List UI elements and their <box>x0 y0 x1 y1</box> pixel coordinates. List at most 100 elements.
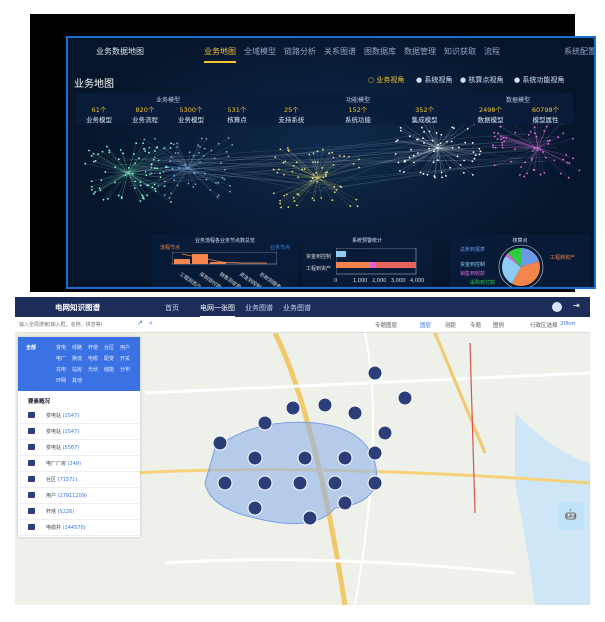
feature-item[interactable]: 变电站 (1547) <box>18 407 140 424</box>
logout-icon[interactable]: ⇥ <box>573 301 580 310</box>
category-chip[interactable]: 其他 <box>72 378 83 384</box>
map-marker[interactable] <box>397 390 413 406</box>
nav-tab[interactable]: 首页 <box>165 304 179 312</box>
axis-tick: 1,000 <box>353 278 368 284</box>
category-chip[interactable]: 台区 <box>104 345 115 351</box>
pie-slice <box>521 248 540 267</box>
feature-item[interactable]: 变电站 (1547) <box>18 423 140 440</box>
feature-count: (5226) <box>57 509 75 515</box>
toolbar-button[interactable]: 行政区选择 <box>530 323 558 329</box>
map-marker[interactable] <box>302 510 318 526</box>
map-marker[interactable] <box>337 450 353 466</box>
category-chip[interactable]: 电厂 <box>56 356 67 362</box>
axis-tick: 2,000 <box>372 278 387 284</box>
category-chip[interactable]: 用户 <box>120 345 131 351</box>
category-chip[interactable]: 配变 <box>104 356 115 362</box>
category-chip[interactable]: 环网 <box>56 378 67 384</box>
feature-item[interactable]: 用户 (27911209) <box>18 487 140 504</box>
feature-item[interactable]: 电厂厂房 (249) <box>18 455 140 472</box>
map-marker[interactable] <box>347 405 363 421</box>
category-chip[interactable]: 换流 <box>72 356 83 362</box>
category-chip[interactable]: 变电 <box>56 345 67 351</box>
map-marker[interactable] <box>247 500 263 516</box>
toolbar-button[interactable]: 20km <box>560 321 576 327</box>
map-marker[interactable] <box>257 415 273 431</box>
search-input[interactable] <box>19 319 134 331</box>
category-chip[interactable]: 线路 <box>72 345 83 351</box>
nav-tab[interactable]: 业务地图 <box>204 46 236 63</box>
map-marker[interactable] <box>327 475 343 491</box>
map-marker[interactable] <box>292 475 308 491</box>
toolbar-button[interactable]: 图例 <box>493 323 505 329</box>
feature-count: (1547) <box>62 429 80 435</box>
pie-label: 工程到资产 <box>550 255 576 261</box>
nav-tab[interactable]: 链路分析 <box>284 47 316 56</box>
category-chip[interactable]: 杆塔 <box>88 345 99 351</box>
nav-tab[interactable]: 知识获取 <box>444 47 476 56</box>
view-radio[interactable]: ○ 业务视角 <box>368 76 405 84</box>
nav-tab[interactable]: 关系图谱 <box>324 47 356 56</box>
pie-slice <box>505 253 521 267</box>
map-marker[interactable] <box>337 495 353 511</box>
feature-label: 变电站 <box>46 429 62 435</box>
map-marker[interactable] <box>217 475 233 491</box>
toolbar-button[interactable]: 图层 <box>420 323 432 329</box>
grid-map-screenshot: 电网知识图谱 ⇥ 首页 电网一张图 业务图谱 业务图谱 ↗ ⌕ 专题图层 图层 测距 专题 图… <box>15 297 590 605</box>
category-chip[interactable]: 全部 <box>26 345 37 351</box>
panel-system-warnings: 系统预警统计 资金到控制 工程到资产 0 1,000 2,000 3,000 4,000 <box>302 234 432 287</box>
stat-item: 820个 业务流程 <box>122 104 168 124</box>
panel-process-nodes: 业务流程各业务节点数总览 流程节点 业务节点 工程到资产 采购到付款 销售到收款 资金… <box>152 234 298 287</box>
nav-tab[interactable]: 流程 <box>484 47 500 56</box>
business-map-panel: 业务数据地图 业务地图 业务流程各业务节点数总览 流程节点 业务节点 工程到资产… <box>66 36 596 289</box>
map-marker[interactable] <box>367 365 383 381</box>
nav-tab[interactable]: 业务图谱 <box>245 304 273 312</box>
view-radio[interactable]: ● 系统功能视角 <box>514 76 565 84</box>
map-marker[interactable] <box>367 445 383 461</box>
stat-item: 5300个 业务模型 <box>168 104 214 124</box>
locate-icon[interactable]: ↗ <box>137 319 143 327</box>
nav-tab[interactable]: 图数据库 <box>364 47 396 56</box>
category-label: 工程到资产 <box>306 266 332 272</box>
search-icon[interactable]: ⌕ <box>149 319 153 327</box>
feature-item[interactable]: 杆塔 (5226) <box>18 503 140 520</box>
map-marker[interactable] <box>367 475 383 491</box>
stat-value: 2498个 <box>478 106 503 114</box>
nav-tab[interactable]: 电网一张图 <box>200 303 235 318</box>
nav-tab[interactable]: 全域模型 <box>244 47 276 56</box>
toolbar-button[interactable]: 测距 <box>445 323 457 329</box>
view-radio[interactable]: ● 系统视角 <box>416 76 453 84</box>
pie-slice <box>511 261 540 286</box>
category-chip[interactable]: 站房 <box>72 367 83 373</box>
nav-tab[interactable]: 数据管理 <box>404 47 436 56</box>
feature-item[interactable]: 台区 (71571) <box>18 471 140 488</box>
view-radio[interactable]: ● 核算点视角 <box>460 76 504 84</box>
map-marker[interactable] <box>377 425 393 441</box>
category-filter: 全部 变电 线路 杆塔 台区 用户电厂 换流 电缆 配变 开关充电 站房 光伏 储能 分布环网 其他 <box>18 337 140 391</box>
app-logo: 业务数据地图 <box>96 47 144 56</box>
feature-item[interactable]: 变电站 (5567) <box>18 439 140 456</box>
map-marker[interactable] <box>212 435 228 451</box>
map-marker[interactable] <box>247 450 263 466</box>
stat-value: 25个 <box>283 106 299 114</box>
map-marker[interactable] <box>285 400 301 416</box>
user-avatar[interactable] <box>552 302 562 312</box>
category-chip[interactable]: 电缆 <box>88 356 99 362</box>
feature-icon <box>28 444 35 450</box>
nav-tab[interactable]: 业务图谱 <box>283 304 311 312</box>
nav-tab[interactable]: 系统配置 <box>564 47 596 56</box>
map-marker[interactable] <box>297 450 313 466</box>
map-marker[interactable] <box>257 475 273 491</box>
category-chip[interactable]: 开关 <box>120 356 131 362</box>
category-chip[interactable]: 光伏 <box>88 367 99 373</box>
category-chip[interactable]: 储能 <box>104 367 115 373</box>
category-chip[interactable]: 分布 <box>120 367 131 373</box>
stat-item: 352个 集成模型 <box>391 104 458 124</box>
panel-accounting-points: 核算点 总账到报表 工程到资产 资金到控制 销售到收款 采购到付款 <box>450 234 590 287</box>
assistant-robot-icon[interactable]: 🤖 <box>558 502 584 530</box>
feature-item[interactable]: 电缆井 (144570) <box>18 519 140 536</box>
category-chip[interactable]: 充电 <box>56 367 67 373</box>
network-graph[interactable] <box>68 123 596 238</box>
map-marker[interactable] <box>317 397 333 413</box>
toolbar-button[interactable]: 专题图层 <box>375 323 398 329</box>
toolbar-button[interactable]: 专题 <box>470 323 482 329</box>
